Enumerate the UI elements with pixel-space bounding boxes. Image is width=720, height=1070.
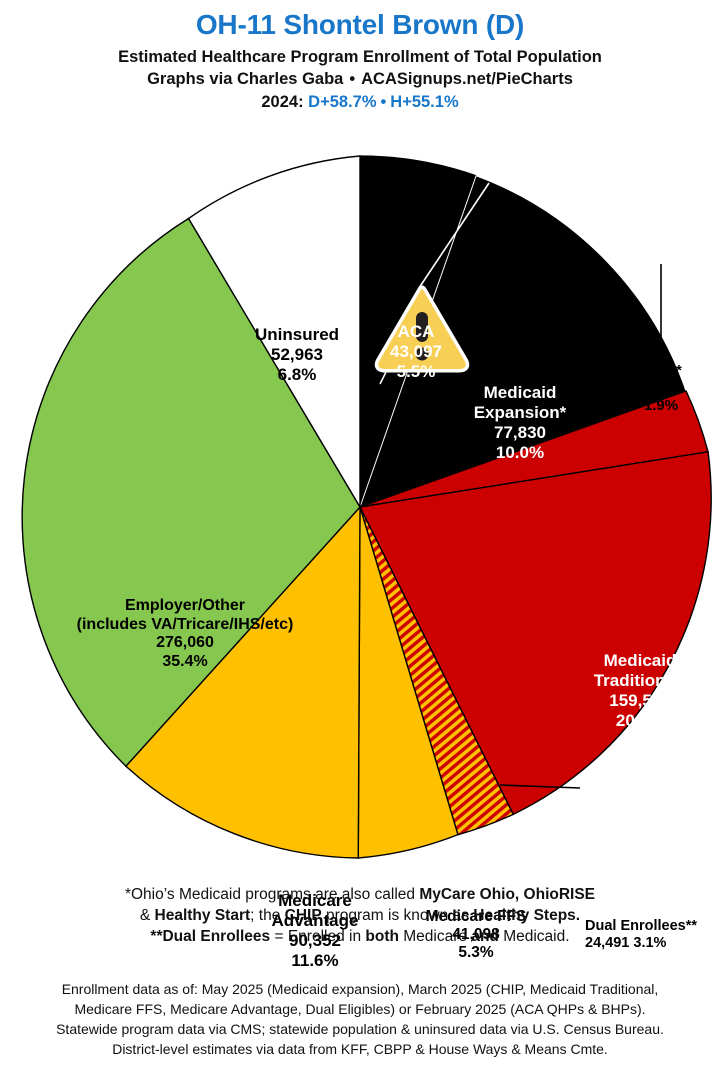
source-line-3: Statewide program data via CMS; statewid… [56, 1020, 664, 1037]
footnote-3-a: **Dual Enrollees [150, 928, 271, 946]
footnote-2-e: program is known as [321, 907, 474, 925]
aca-callout-line [418, 182, 490, 289]
dual-callout-line [499, 784, 581, 789]
footnote-1-text: *Ohio’s Medicaid programs are also calle… [124, 886, 420, 903]
footnote-2-b: Healthy Start [154, 907, 251, 925]
chart-header: OH-11 Shontel Brown (D) Estimated Health… [0, 0, 720, 112]
warning-triangle-icon [374, 285, 470, 373]
credit-site: ACASignups.net/PieCharts [361, 69, 573, 88]
footnote-2-c: ; the [250, 907, 285, 925]
pie-slice-employer-other[interactable] [21, 217, 361, 768]
footnote-line-3: **Dual Enrollees = Enrolled in both Medi… [0, 926, 720, 947]
footnote-3-c: both [365, 928, 399, 946]
pie-slice-medicare-advantage[interactable] [124, 505, 361, 859]
footnote-3-b: = Enrolled in [270, 928, 366, 946]
margin-year: 2024: [261, 93, 304, 112]
pie-slice-uninsured[interactable] [187, 155, 361, 510]
margin-h: H+55.1% [390, 93, 459, 112]
page-title: OH-11 Shontel Brown (D) [195, 9, 525, 40]
footnote-line-2: & Healthy Start; the CHIP program is kno… [0, 905, 720, 926]
chart-subtitle: Estimated Healthcare Program Enrollment … [118, 47, 602, 66]
footnote-3-f: Medicaid. [498, 928, 570, 946]
margin-d: D+58.7% [308, 93, 377, 112]
footnote-2-f: Healthy Steps. [473, 907, 581, 925]
bullet-separator-2-icon: • [380, 93, 387, 112]
pie-chart-area: Uninsured 52,963 6.8% ACA 43,097 5.5% Me… [0, 140, 720, 970]
footnote-1-bold: MyCare Ohio, OhioRISE [419, 886, 596, 903]
source-line-1: Enrollment data as of: May 2025 (Medicai… [61, 981, 659, 997]
source-note: Enrollment data as of: May 2025 (Medicai… [0, 980, 720, 1060]
source-line-2: Medicare FFS, Medicare Advantage, Dual E… [74, 1000, 646, 1017]
credit-author: Graphs via Charles Gaba [147, 69, 344, 88]
margin-line: 2024: D+58.7% • H+55.1% [0, 92, 720, 112]
footnote-2-a: & [139, 907, 155, 925]
footnote-3-e: and [471, 928, 499, 946]
bullet-separator-icon: • [349, 69, 356, 88]
footnote-3-d: Medicare [398, 928, 472, 946]
credit-line: Graphs via Charles Gaba • ACASignups.net/P… [0, 69, 720, 89]
source-line-4: District-level estimates via data from K… [112, 1040, 608, 1057]
footnotes: *Ohio’s Medicaid programs are also calle… [0, 884, 720, 947]
pie-chart-svg [21, 155, 712, 859]
pie-slice-medicaid-expansion[interactable] [359, 175, 687, 508]
medicare-advantage-percent: 11.6% [291, 950, 339, 970]
footnote-line-1: *Ohio’s Medicaid programs are also calle… [0, 884, 720, 905]
footnote-2-d: CHIP [284, 907, 322, 925]
